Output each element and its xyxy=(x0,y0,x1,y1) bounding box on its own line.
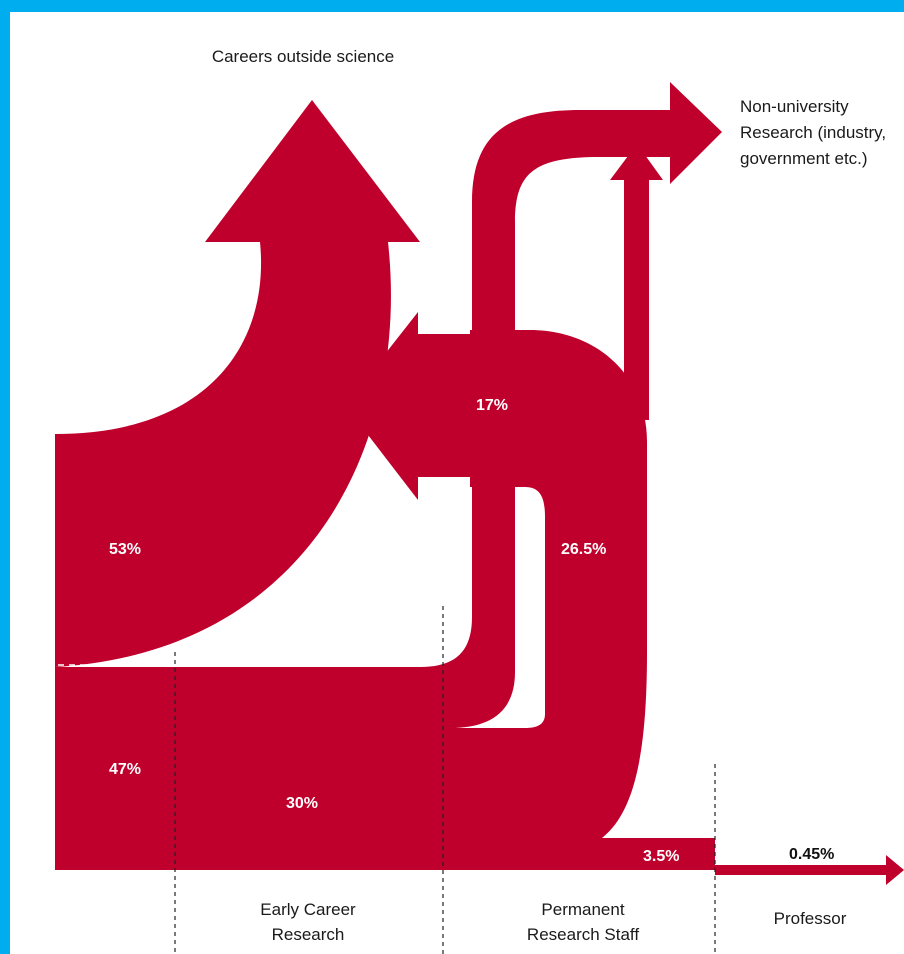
permanent-to-non-university-arrow xyxy=(610,144,663,420)
non-university-percent: 17% xyxy=(476,397,508,414)
stage-professor: Professor xyxy=(774,909,847,928)
non-university-label-line3: government etc.) xyxy=(740,149,868,168)
diagram-panel: Careers outside science Non-university R… xyxy=(10,12,904,954)
non-university-label-line2: Research (industry, xyxy=(740,123,886,142)
careers-outside-label: Careers outside science xyxy=(212,47,394,66)
stage-early-career-line1: Early Career xyxy=(260,900,356,919)
early-career-main-flow xyxy=(55,330,715,870)
permanent-to-outside-arrow xyxy=(345,312,472,500)
early-career-percent: 30% xyxy=(286,795,318,812)
professor-flow xyxy=(715,855,904,885)
stage-early-career-line2: Research xyxy=(272,925,345,944)
permanent-staff-percent: 3.5% xyxy=(643,848,679,865)
remaining-percent: 47% xyxy=(109,761,141,778)
stage-permanent-line1: Permanent xyxy=(541,900,624,919)
permanent-outflow-percent: 26.5% xyxy=(561,541,606,558)
stage-permanent-line2: Research Staff xyxy=(527,925,639,944)
career-flow-diagram: Careers outside science Non-university R… xyxy=(55,47,904,954)
careers-outside-science-flow xyxy=(55,100,420,667)
non-university-flow xyxy=(175,82,722,728)
professor-percent: 0.45% xyxy=(789,846,834,863)
careers-outside-percent: 53% xyxy=(109,541,141,558)
non-university-label-line1: Non-university xyxy=(740,97,849,116)
